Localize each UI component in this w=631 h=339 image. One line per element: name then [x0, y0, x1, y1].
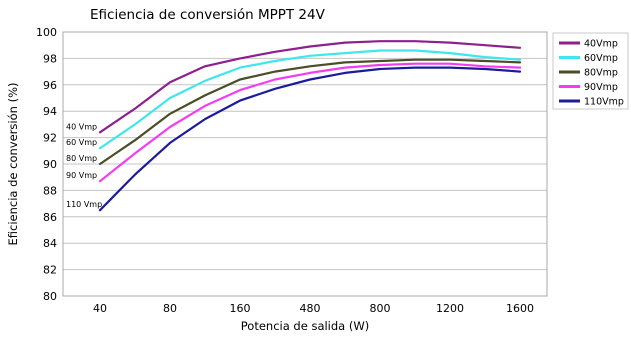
x-tick-label: 480 — [300, 302, 321, 315]
x-tick-label: 160 — [230, 302, 251, 315]
series-line-90Vmp — [98, 62, 522, 183]
y-tick-label: 88 — [43, 184, 57, 197]
y-tick-label: 92 — [43, 132, 57, 145]
legend-label-90Vmp: 90Vmp — [584, 82, 618, 93]
y-tick-label: 86 — [43, 211, 57, 224]
legend-label-110Vmp: 110Vmp — [584, 97, 624, 108]
x-axis-label: Potencia de salida (W) — [241, 319, 369, 333]
x-tick-label: 1200 — [436, 302, 464, 315]
y-tick-label: 90 — [43, 158, 57, 171]
series-label-60Vmp: 60 Vmp — [66, 138, 97, 147]
legend-label-60Vmp: 60Vmp — [584, 53, 618, 64]
gridlines — [63, 57, 547, 271]
series-line-80Vmp — [98, 58, 522, 166]
x-tick-label: 40 — [93, 302, 107, 315]
x-tick-label: 800 — [370, 302, 391, 315]
y-tick-label: 94 — [43, 105, 57, 118]
x-axis-ticks: 40 80 160 480 800 1200 1600 — [93, 302, 534, 315]
series-label-110Vmp: 110 Vmp — [66, 200, 102, 209]
x-tick-label: 80 — [163, 302, 177, 315]
y-tick-label: 84 — [43, 237, 57, 250]
series-lines — [98, 40, 522, 212]
legend-label-80Vmp: 80Vmp — [584, 68, 618, 79]
y-axis-label: Eficiencia de conversión (%) — [6, 83, 20, 246]
series-labels: 40 Vmp 60 Vmp 80 Vmp 90 Vmp 110 Vmp — [66, 122, 102, 209]
series-line-40Vmp — [98, 40, 522, 134]
y-tick-label: 80 — [43, 290, 57, 303]
series-line-110Vmp — [98, 66, 522, 212]
chart-title: Eficiencia de conversión MPPT 24V — [90, 7, 326, 23]
series-line-60Vmp — [98, 49, 522, 150]
series-label-80Vmp: 80 Vmp — [66, 154, 97, 163]
legend: 40Vmp 60Vmp 80Vmp 90Vmp 110Vmp — [552, 32, 629, 110]
y-tick-label: 100 — [36, 26, 57, 39]
y-tick-label: 96 — [43, 79, 57, 92]
series-label-90Vmp: 90 Vmp — [66, 171, 97, 180]
x-tick-label: 1600 — [506, 302, 534, 315]
legend-label-40Vmp: 40Vmp — [584, 39, 618, 50]
series-label-40Vmp: 40 Vmp — [66, 122, 97, 131]
plot-area — [62, 31, 548, 297]
y-tick-label: 98 — [43, 52, 57, 65]
y-tick-label: 82 — [43, 264, 57, 277]
y-axis-ticks: 80 82 84 86 88 90 92 94 96 98 100 — [36, 26, 57, 303]
